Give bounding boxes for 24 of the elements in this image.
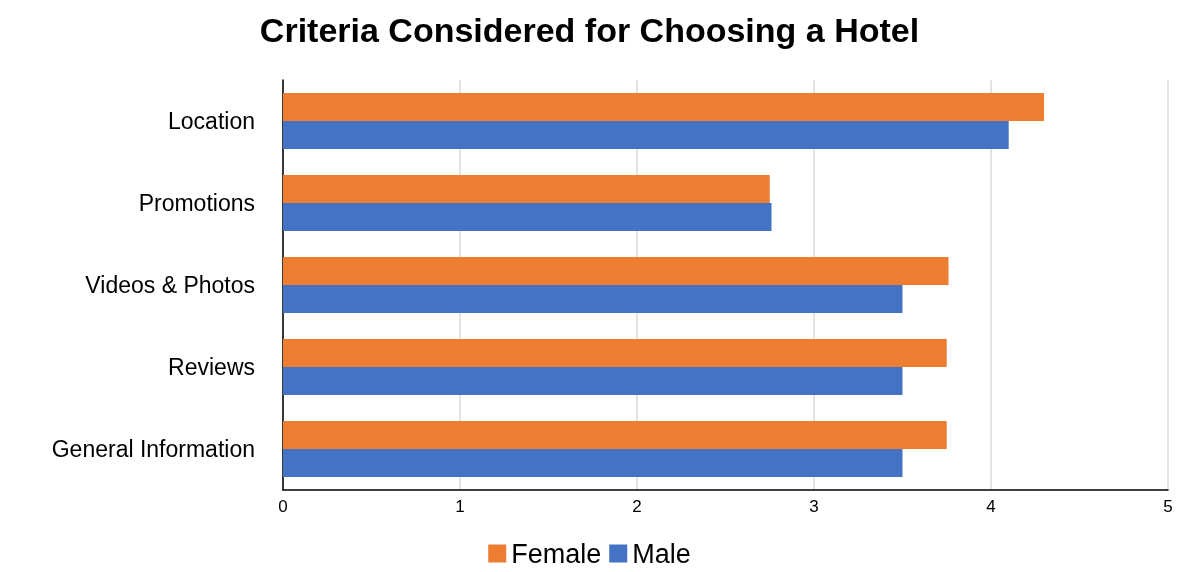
- x-tick-label: 0: [278, 497, 288, 516]
- bar: [283, 421, 947, 449]
- chart-title: Criteria Considered for Choosing a Hotel: [259, 11, 920, 49]
- x-tick-label: 4: [986, 497, 996, 516]
- y-tick-label: Videos & Photos: [85, 272, 255, 298]
- x-tick-label: 3: [809, 497, 819, 516]
- x-tick-label: 1: [455, 497, 465, 516]
- bar: [283, 257, 949, 285]
- bar: [283, 93, 1045, 121]
- x-tick-label: 2: [632, 497, 642, 516]
- y-tick-label: Promotions: [138, 190, 255, 216]
- legend-label: Female: [511, 538, 602, 569]
- bar: [283, 339, 947, 367]
- bar: [283, 449, 903, 477]
- x-tick-label: 5: [1163, 497, 1173, 516]
- bar: [283, 285, 903, 313]
- bar: [283, 367, 903, 395]
- bar: [283, 121, 1009, 149]
- legend-label: Male: [632, 538, 691, 569]
- y-tick-label: Reviews: [168, 354, 255, 380]
- y-tick-label: Location: [168, 108, 255, 134]
- bar: [283, 203, 772, 231]
- bar: [283, 175, 770, 203]
- y-tick-label: General Information: [51, 436, 255, 462]
